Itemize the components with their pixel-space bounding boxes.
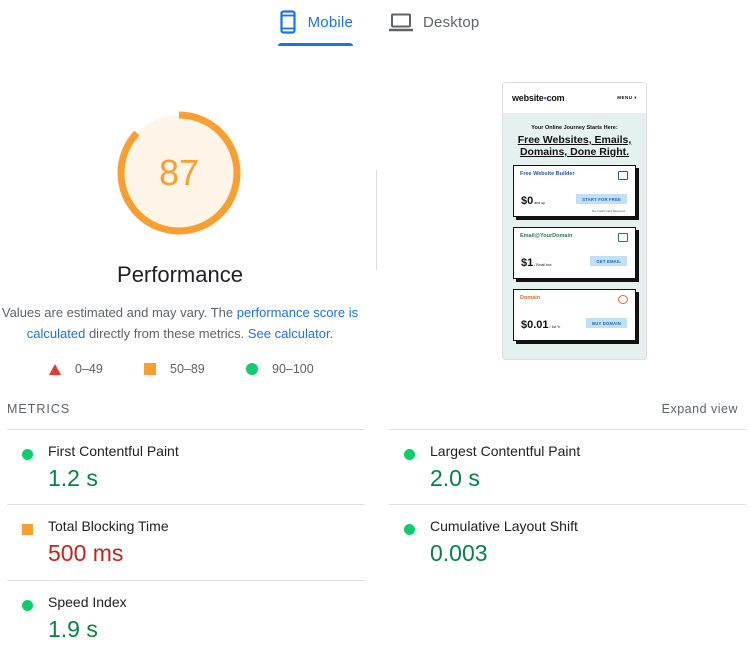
card-button: GET EMAIL <box>590 256 627 266</box>
metric-label: Cumulative Layout Shift <box>430 518 578 534</box>
desc-prefix: Values are estimated and may vary. The <box>1 305 237 320</box>
legend-range-pass: 90–100 <box>272 362 314 376</box>
performance-gauge <box>117 111 241 235</box>
legend-item-average: 50–89 <box>144 362 205 376</box>
divider <box>389 429 746 430</box>
metric-label: First Contentful Paint <box>48 443 179 459</box>
smartphone-icon <box>278 8 298 34</box>
red-triangle-icon <box>49 363 61 375</box>
site-menu: MENU ▾ <box>617 95 637 100</box>
card-price: $0.01/ 1st Yr <box>521 319 561 331</box>
card-title: Free Website Builder <box>520 171 575 177</box>
metric-value: 1.2 s <box>48 465 98 491</box>
legend-range-average: 50–89 <box>170 362 205 376</box>
expand-view-toggle[interactable]: Expand view <box>661 402 738 416</box>
metric-value: 1.9 s <box>48 616 98 642</box>
active-tab-indicator <box>278 43 353 46</box>
globe-icon <box>618 295 628 304</box>
legend-item-pass: 90–100 <box>246 362 314 376</box>
card-price: $1/ Email box <box>521 257 552 269</box>
site-card-website: Free Website Builder $0and up START FOR … <box>513 165 636 217</box>
metric-label: Total Blocking Time <box>48 518 169 534</box>
performance-score: 87 <box>158 152 200 193</box>
tab-mobile[interactable]: Mobile <box>278 8 353 48</box>
desc-suffix: . <box>329 326 334 341</box>
green-circle-icon <box>404 449 415 460</box>
score-legend: 0–49 50–89 90–100 <box>0 362 360 382</box>
metric-value: 0.003 <box>430 540 488 566</box>
legend-range-fail: 0–49 <box>75 362 103 376</box>
website-icon <box>618 171 628 180</box>
screenshot-hero: Your Online Journey Starts Here: Free We… <box>503 113 646 359</box>
desc-middle: directly from these metrics. <box>85 326 248 341</box>
card-note: No Credit Card Required <box>591 209 625 213</box>
site-headline: Free Websites, Emails, Domains, Done Rig… <box>517 134 632 158</box>
divider <box>389 504 746 505</box>
see-calculator-link[interactable]: See calculator <box>247 326 330 341</box>
performance-score-link[interactable]: performance score is calculated <box>26 305 359 341</box>
card-button: START FOR FREE <box>576 194 627 204</box>
section-divider <box>376 170 377 270</box>
green-circle-icon <box>404 524 415 535</box>
card-title: Email@YourDomain <box>520 233 573 239</box>
green-circle-icon <box>22 600 33 611</box>
performance-title: Performance <box>117 262 243 287</box>
device-tabs: Mobile Desktop <box>0 0 750 48</box>
green-circle-icon <box>246 363 258 375</box>
orange-square-icon <box>22 524 33 535</box>
tab-desktop-label: Desktop <box>423 14 480 31</box>
card-button: BUY DOMAIN <box>586 318 627 328</box>
envelope-icon <box>618 233 628 242</box>
orange-square-icon <box>144 363 156 375</box>
site-card-domain: Domain $0.01/ 1st Yr BUY DOMAIN <box>513 289 636 341</box>
divider <box>7 580 365 581</box>
card-title: Domain <box>520 295 541 301</box>
tab-mobile-label: Mobile <box>307 14 353 31</box>
metric-value: 2.0 s <box>430 465 480 491</box>
divider <box>7 429 365 430</box>
site-tagline: Your Online Journey Starts Here: <box>531 125 618 131</box>
laptop-icon <box>389 8 413 34</box>
page-screenshot-thumbnail: website•com MENU ▾ Your Online Journey S… <box>502 82 647 360</box>
screenshot-header: website•com MENU ▾ <box>503 83 646 113</box>
divider <box>7 504 365 505</box>
tab-desktop[interactable]: Desktop <box>389 8 484 48</box>
metric-value: 500 ms <box>48 540 124 566</box>
legend-item-fail: 0–49 <box>49 362 103 376</box>
performance-description: Values are estimated and may vary. The p… <box>0 302 360 344</box>
green-circle-icon <box>22 449 33 460</box>
card-price: $0and up <box>521 195 545 207</box>
metric-label: Largest Contentful Paint <box>430 443 581 459</box>
metric-label: Speed Index <box>48 594 127 610</box>
metrics-heading: METRICS <box>7 402 71 416</box>
site-card-email: Email@YourDomain $1/ Email box GET EMAIL <box>513 227 636 279</box>
site-logo: website•com <box>512 93 565 103</box>
